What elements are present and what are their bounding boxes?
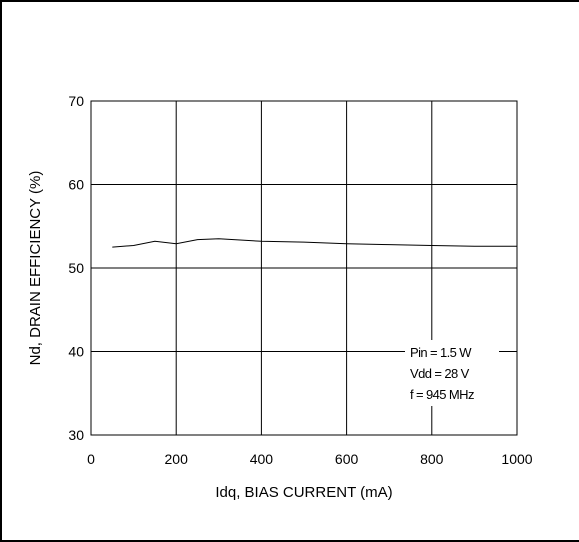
x-tick-label: 400 bbox=[250, 451, 274, 467]
x-tick-label: 0 bbox=[87, 451, 95, 467]
x-tick-labels: 0 200 400 600 800 1000 bbox=[87, 451, 533, 467]
x-tick-label: 600 bbox=[335, 451, 359, 467]
annotation-line: f = 945 MHz bbox=[410, 387, 474, 402]
y-tick-labels: 30 40 50 60 70 bbox=[68, 93, 84, 443]
y-tick-label: 30 bbox=[68, 427, 84, 443]
x-tick-label: 800 bbox=[420, 451, 444, 467]
x-tick-label: 200 bbox=[165, 451, 189, 467]
series-layer bbox=[112, 238, 517, 248]
efficiency-series-line bbox=[112, 238, 517, 248]
y-tick-label: 60 bbox=[68, 177, 84, 193]
y-tick-label: 50 bbox=[68, 260, 84, 276]
plot-area-frame bbox=[90, 100, 518, 436]
y-axis-title: Nd, DRAIN EFFICIENCY (%) bbox=[27, 171, 44, 366]
y-tick-label: 40 bbox=[68, 344, 84, 360]
x-axis-title: Idq, BIAS CURRENT (mA) bbox=[215, 484, 392, 501]
annotation-line: Pin = 1.5 W bbox=[410, 345, 472, 360]
x-tick-label: 1000 bbox=[501, 451, 532, 467]
annotation-box: Pin = 1.5 W Vdd = 28 V f = 945 MHz bbox=[405, 340, 499, 406]
annotation-background bbox=[405, 340, 499, 406]
annotation-line: Vdd = 28 V bbox=[410, 366, 470, 381]
y-tick-label: 70 bbox=[68, 93, 84, 109]
